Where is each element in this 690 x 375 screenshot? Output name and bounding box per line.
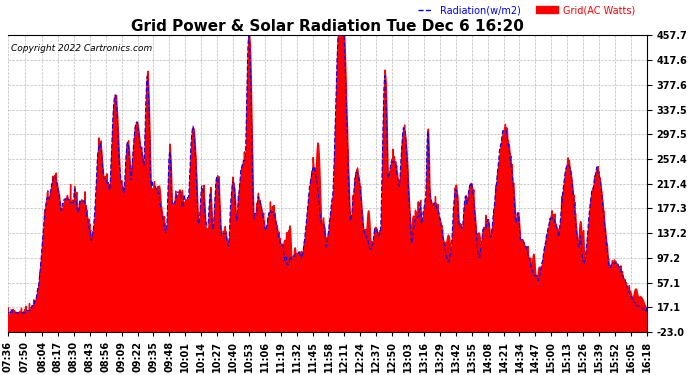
Text: Copyright 2022 Cartronics.com: Copyright 2022 Cartronics.com (11, 44, 152, 53)
Title: Grid Power & Solar Radiation Tue Dec 6 16:20: Grid Power & Solar Radiation Tue Dec 6 1… (131, 19, 524, 34)
Legend: Radiation(w/m2), Grid(AC Watts): Radiation(w/m2), Grid(AC Watts) (413, 2, 639, 20)
